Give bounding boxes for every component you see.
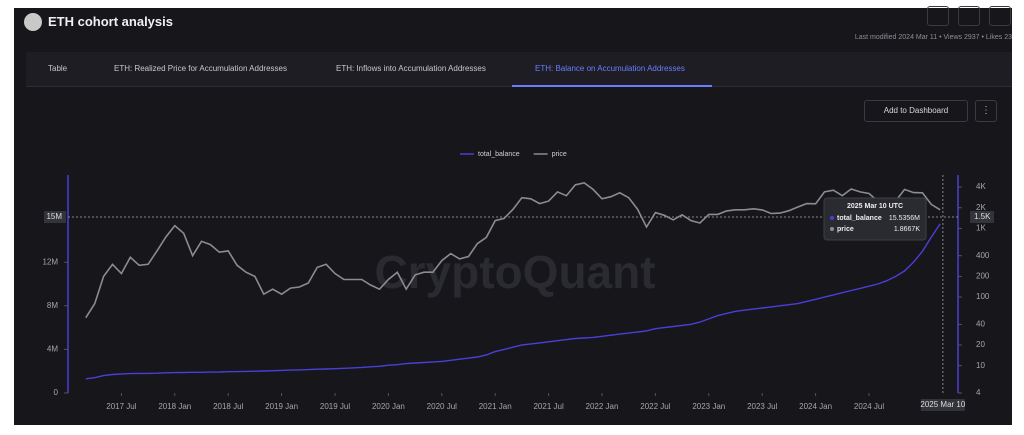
meta-info: Last modified 2024 Mar 11 • Views 2937 •… [854,34,1012,41]
x-tick-label: 2018 Jan [158,402,191,411]
y-tick-label: 0 [54,388,59,397]
like-button[interactable] [927,6,949,26]
tab[interactable]: ETH: Realized Price for Accumulation Add… [114,64,287,73]
add-to-dashboard-button[interactable]: Add to Dashboard [864,100,968,122]
y2-tick-label: 10 [976,361,985,370]
crosshair-y-label: 15M [46,212,62,221]
tooltip-name: price [837,226,854,233]
tab[interactable]: ETH: Balance on Accumulation Addresses [535,64,685,73]
tooltip-value: 1.8667K [894,226,920,233]
x-tick-label: 2022 Jan [586,402,619,411]
tooltip-title: 2025 Mar 10 UTC [847,203,903,210]
x-tick-label: 2018 Jul [213,402,243,411]
y-tick-label: 12M [42,257,58,266]
tab[interactable]: ETH: Inflows into Accumulation Addresses [336,64,486,73]
crosshair-x-label: 2025 Mar 10 [920,400,965,409]
x-tick-label: 2019 Jan [265,402,298,411]
x-tick-label: 2020 Jan [372,402,405,411]
tooltip-box [823,197,927,241]
legend-label: total_balance [478,151,520,158]
x-tick-label: 2022 Jul [640,402,670,411]
tooltip-marker [830,216,834,220]
avatar [24,13,42,31]
tooltip-value: 15.5356M [889,215,920,222]
dashboard-title: ETH cohort analysis [48,14,173,29]
tooltip: 2025 Mar 10 UTC total_balance 15.5356M pric… [823,197,927,241]
y2-tick-label: 1K [976,224,986,233]
x-tick-label: 2021 Jul [533,402,563,411]
crosshair-y-box [44,211,66,223]
x-tick-label: 2023 Jul [747,402,777,411]
series-line [85,223,941,380]
y2-tick-label: 20 [976,340,985,349]
active-tab-indicator [512,85,712,87]
crosshair-y2-box [970,211,994,223]
y2-tick-label: 100 [976,292,990,301]
y-tick-label: 4M [47,345,58,354]
share-button[interactable] [989,6,1011,26]
tooltip-name: total_balance [837,215,882,222]
x-tick-label: 2024 Jan [799,402,832,411]
x-tick-label: 2017 Jul [106,402,136,411]
tab[interactable]: Table [48,64,68,73]
y2-tick-label: 4K [976,182,986,191]
y2-tick-label: 2K [976,203,986,212]
watermark: CryptoQuant [374,246,655,298]
y2-tick-label: 200 [976,271,990,280]
x-tick-label: 2023 Jan [692,402,725,411]
x-tick-label: 2021 Jan [479,402,512,411]
series-line [85,182,941,319]
crosshair-y2-label: 1.5K [974,212,991,221]
y2-tick-label: 40 [976,319,985,328]
more-button[interactable]: ⋮ [975,100,997,122]
bookmark-button[interactable] [958,6,980,26]
y-tick-label: 8M [47,301,58,310]
tooltip-marker [830,227,834,231]
x-tick-label: 2024 Jul [854,402,884,411]
x-tick-label: 2020 Jul [427,402,457,411]
y2-tick-label: 400 [976,251,990,260]
crosshair-x-box [920,399,965,411]
y2-tick-label: 4 [976,388,981,397]
x-tick-label: 2019 Jul [320,402,350,411]
legend-label: price [552,151,567,158]
